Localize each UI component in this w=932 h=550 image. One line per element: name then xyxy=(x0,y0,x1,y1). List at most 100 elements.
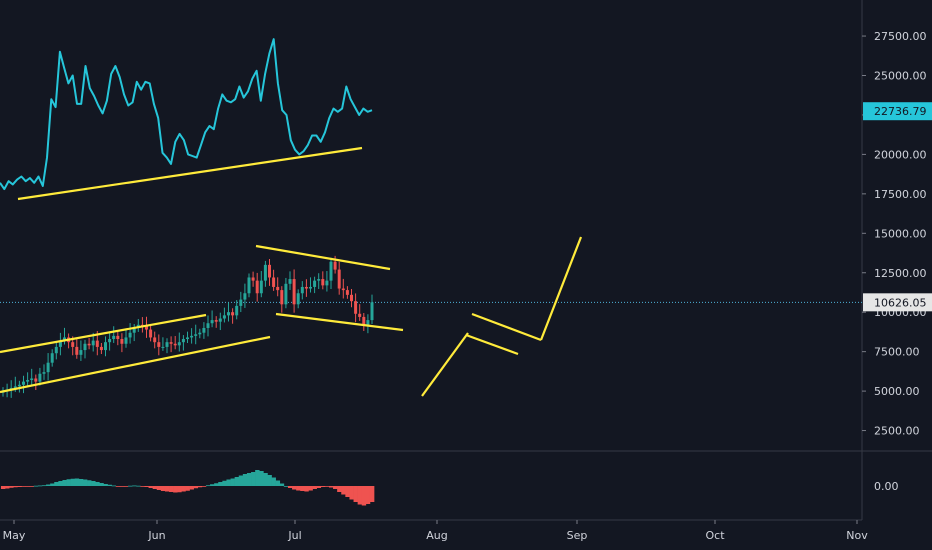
time-tick-label: Sep xyxy=(567,529,588,542)
oscillator-bar xyxy=(128,485,133,487)
candle xyxy=(17,380,21,393)
candle-body xyxy=(243,293,247,300)
oscillator-bar xyxy=(181,486,186,492)
oscillator-bar xyxy=(164,486,170,492)
candle-body xyxy=(235,305,239,316)
candle xyxy=(157,334,161,356)
time-axis[interactable]: May Jun Jul Aug Sep Oct Nov xyxy=(3,520,869,542)
oscillator-bar xyxy=(292,486,297,490)
candle xyxy=(50,349,54,367)
candle xyxy=(128,323,132,344)
oscillator-bar xyxy=(111,485,117,487)
candle-body xyxy=(292,279,296,305)
candle xyxy=(309,277,312,293)
candle-body xyxy=(333,261,337,270)
candle-body xyxy=(255,280,259,294)
candle xyxy=(198,328,202,339)
candle xyxy=(190,328,194,344)
candle-body xyxy=(63,337,66,341)
oscillator-bar xyxy=(267,475,272,486)
candle xyxy=(214,316,218,328)
oscillator-bar xyxy=(259,471,264,486)
candle xyxy=(99,342,103,355)
candle-body xyxy=(58,340,62,347)
candle xyxy=(284,277,288,309)
oscillator-bar xyxy=(156,486,162,490)
candle-body xyxy=(341,288,345,291)
candle-body xyxy=(79,350,83,355)
oscillator-bar xyxy=(107,484,112,486)
oscillator-bar xyxy=(308,486,313,491)
candle-body xyxy=(198,332,202,335)
time-tick-label: Oct xyxy=(705,529,725,542)
oscillator-bar xyxy=(234,477,240,486)
price-tick-label: 2500.00 xyxy=(874,425,920,438)
projection-breakout-leg xyxy=(539,236,583,341)
candle-body xyxy=(124,337,128,344)
oscillator-bar xyxy=(283,486,289,487)
candle xyxy=(58,332,62,356)
line-support-trendline xyxy=(17,146,363,201)
oscillator-bar xyxy=(251,472,256,486)
oscillator-bar xyxy=(271,477,276,486)
channel-upper-trendline xyxy=(0,313,207,354)
candle-body xyxy=(358,313,362,317)
candle xyxy=(136,318,140,332)
flag-lower-trendline xyxy=(275,312,404,332)
candle-body xyxy=(17,384,21,387)
pane-separators xyxy=(0,0,932,521)
candle xyxy=(292,269,296,313)
oscillator-bar xyxy=(361,486,367,506)
candle-body xyxy=(370,302,374,321)
oscillator-bar xyxy=(296,486,301,491)
oscillator-bar xyxy=(316,486,322,488)
oscillator-bar xyxy=(29,486,35,487)
candle-price-badge: 10626.05 xyxy=(874,296,927,309)
line-price-badge: 22736.79 xyxy=(874,105,927,118)
oscillator-tick-label: 0.00 xyxy=(874,480,899,493)
oscillator-bar xyxy=(226,479,231,486)
candle-body xyxy=(317,279,321,281)
oscillator-bar xyxy=(193,486,199,489)
candle xyxy=(337,261,341,295)
oscillator-bar xyxy=(62,480,67,486)
trendline-drawings[interactable] xyxy=(0,146,583,397)
candle-body xyxy=(304,286,308,289)
oscillator-bar xyxy=(214,483,219,486)
candle xyxy=(317,273,321,290)
oscillator-bar xyxy=(50,483,55,486)
oscillator-bar xyxy=(33,485,39,487)
candle-body xyxy=(239,299,243,306)
oscillator-bar xyxy=(37,485,43,487)
oscillator-bar xyxy=(197,486,203,488)
candle xyxy=(222,307,226,323)
oscillator-bar xyxy=(169,486,174,492)
candle-body xyxy=(112,335,116,340)
oscillator-bar xyxy=(210,484,215,486)
candle-body xyxy=(276,286,280,291)
candle-body xyxy=(263,264,267,281)
oscillator-bar xyxy=(132,485,137,487)
candle-body xyxy=(296,293,300,305)
candle-body xyxy=(366,320,370,325)
candle xyxy=(42,364,46,380)
candle xyxy=(259,271,263,298)
candle-body xyxy=(194,334,198,336)
oscillator-bar xyxy=(230,478,235,486)
oscillator-bar xyxy=(140,486,145,487)
candle-body xyxy=(186,337,189,340)
candle xyxy=(169,336,173,353)
candle xyxy=(272,269,276,291)
candle-body xyxy=(345,290,349,295)
oscillator-bar xyxy=(0,486,6,489)
candle xyxy=(276,277,280,297)
price-axis[interactable]: 27500.0025000.0022500.0020000.0017500.00… xyxy=(862,30,927,493)
candle xyxy=(296,289,300,309)
candle-body xyxy=(350,294,353,302)
candle-body xyxy=(354,301,358,314)
time-tick-label: Jun xyxy=(147,529,165,542)
time-tick-label: Aug xyxy=(426,529,447,542)
projection-lower-segment xyxy=(465,333,519,356)
